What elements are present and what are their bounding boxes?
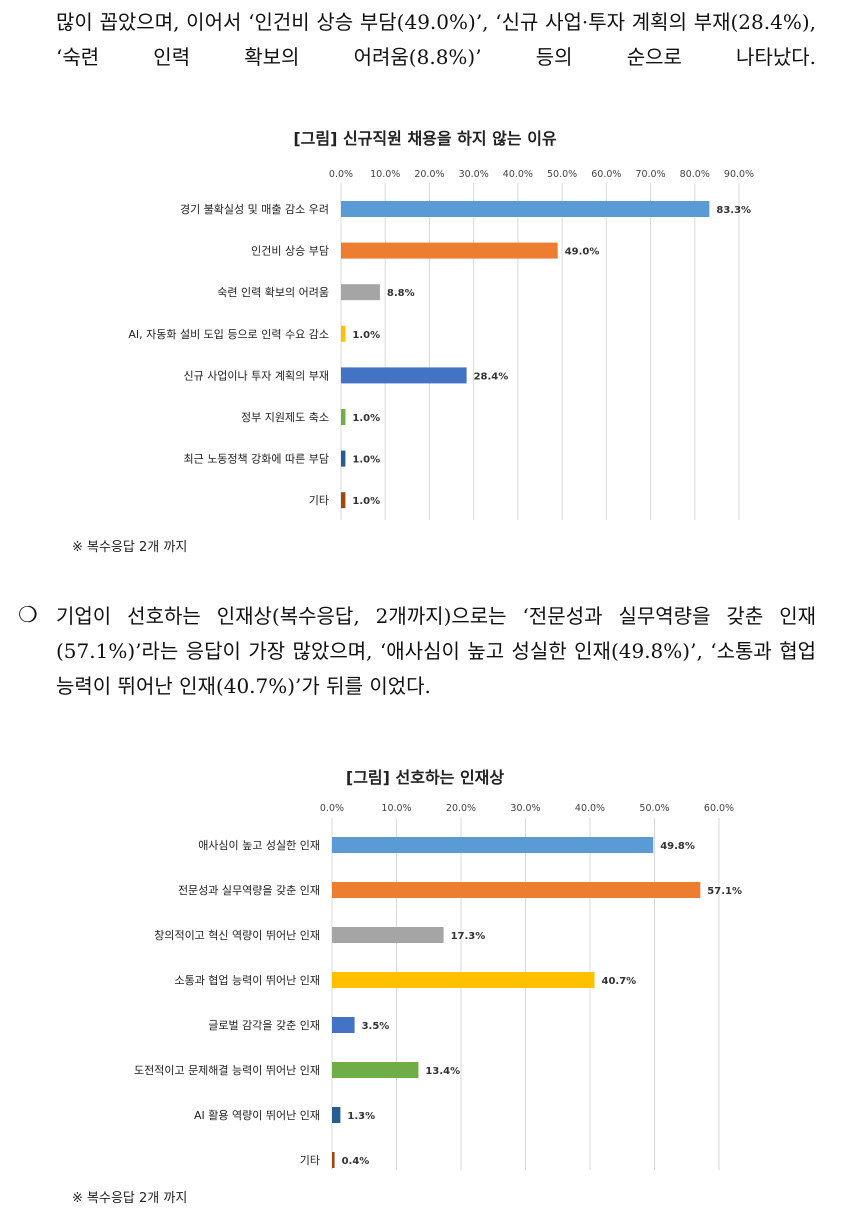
chart-1-category-label: 기타 bbox=[309, 494, 329, 507]
chart-1-note: ※ 복수응답 2개 까지 bbox=[72, 540, 188, 555]
chart-2-tick-label: 60.0% bbox=[704, 803, 734, 814]
chart-2-bar bbox=[332, 1062, 419, 1078]
chart-1-tick-label: 90.0% bbox=[724, 169, 754, 180]
chart-1-tick-label: 50.0% bbox=[547, 169, 577, 180]
chart-2-title: [그림] 선호하는 인재상 bbox=[345, 768, 505, 787]
chart-2-tick-label: 20.0% bbox=[446, 803, 476, 814]
chart-1-value-label: 1.0% bbox=[352, 413, 380, 424]
chart-2-value-label: 40.7% bbox=[602, 976, 637, 987]
chart-2-category-label: 애사심이 높고 성실한 인재 bbox=[198, 839, 320, 852]
chart-1-tick-label: 40.0% bbox=[503, 169, 533, 180]
chart-2-tick-label: 30.0% bbox=[510, 803, 540, 814]
chart-1-tick-label: 20.0% bbox=[414, 169, 444, 180]
chart-2-value-label: 0.4% bbox=[342, 1156, 370, 1167]
paragraph-2: 기업이 선호하는 인재상(복수응답, 2개까지)으로는 ‘전문성과 실무역량을 … bbox=[56, 604, 816, 698]
chart-1-category-label: 경기 불확실성 및 매출 감소 우려 bbox=[180, 203, 329, 216]
chart-2-bar bbox=[332, 1017, 355, 1033]
chart-2-bar bbox=[332, 927, 444, 943]
chart-1-category-label: 신규 사업이나 투자 계획의 부재 bbox=[183, 369, 329, 382]
chart-2-bar bbox=[332, 1107, 341, 1123]
chart-1-value-label: 8.8% bbox=[387, 288, 415, 299]
chart-2-category-label: 기타 bbox=[300, 1154, 320, 1167]
chart-2-category-label: AI 활용 역량이 뛰어난 인재 bbox=[194, 1108, 320, 1122]
chart-1-value-label: 83.3% bbox=[716, 205, 751, 216]
chart-2-bar bbox=[332, 972, 595, 988]
chart-1-value-label: 1.0% bbox=[352, 496, 380, 507]
chart-2-note: ※ 복수응답 2개 까지 bbox=[72, 1191, 188, 1206]
chart-2-value-label: 17.3% bbox=[451, 931, 486, 942]
bullet-icon: ❍ bbox=[18, 603, 38, 628]
chart-1-bar bbox=[341, 492, 346, 509]
chart-1-value-label: 49.0% bbox=[565, 247, 600, 258]
chart-2-bar bbox=[332, 882, 701, 898]
chart-1-plot: 0.0% 10.0% 20.0% 30.0% 40.0% 50.0% 60.0% 70.0% 8… bbox=[128, 169, 754, 520]
chart-2-tick-label: 0.0% bbox=[320, 803, 344, 814]
chart-2-category-label: 전문성과 실무역량을 갖춘 인재 bbox=[178, 884, 320, 897]
chart-2-value-label: 1.3% bbox=[347, 1111, 375, 1122]
chart-1-title: [그림] 신규직원 채용을 하지 않는 이유 bbox=[293, 129, 557, 148]
chart-1-tick-label: 0.0% bbox=[329, 169, 353, 180]
chart-2-tick-label: 10.0% bbox=[381, 803, 411, 814]
chart-2-tick-label: 50.0% bbox=[639, 803, 669, 814]
chart-1-bar bbox=[341, 242, 558, 259]
chart-2-category-label: 소통과 협업 능력이 뛰어난 인재 bbox=[174, 974, 320, 987]
chart-1-bar bbox=[341, 201, 710, 217]
chart-1-bar bbox=[341, 284, 380, 301]
paragraph-1: 많이 꼽았으며, 이어서 ‘인건비 상승 부담(49.0%)’, ‘신규 사업·… bbox=[56, 10, 816, 69]
chart-2-category-label: 도전적이고 문제해결 능력이 뛰어난 인재 bbox=[134, 1063, 320, 1077]
chart-1-value-label: 1.0% bbox=[352, 455, 380, 466]
chart-2-value-label: 57.1% bbox=[707, 886, 742, 897]
chart-1-tick-label: 30.0% bbox=[459, 169, 489, 180]
chart-1-category-label: 숙련 인력 확보의 어려움 bbox=[217, 286, 329, 299]
chart-2-bar bbox=[332, 1152, 335, 1168]
chart-1-bar bbox=[341, 367, 467, 384]
chart-1-bar bbox=[341, 409, 346, 425]
chart-2-category-label: 글로벌 감각을 갖춘 인재 bbox=[208, 1019, 320, 1032]
chart-2-category-label: 창의적이고 혁신 역량이 뛰어난 인재 bbox=[154, 929, 320, 942]
chart-1-tick-label: 60.0% bbox=[591, 169, 621, 180]
chart-2-value-label: 49.8% bbox=[660, 841, 695, 852]
chart-1-category-label: AI, 자동화 설비 도입 등으로 인력 수요 감소 bbox=[128, 328, 329, 341]
chart-1-bar bbox=[341, 450, 346, 467]
chart-1-category-label: 정부 지원제도 축소 bbox=[241, 411, 329, 424]
chart-2-bar bbox=[332, 837, 654, 853]
chart-1-category-label: 최근 노동정책 강화에 따른 부담 bbox=[183, 453, 329, 466]
chart-1-category-label: 인건비 상승 부담 bbox=[251, 245, 329, 258]
chart-2-value-label: 3.5% bbox=[362, 1021, 390, 1032]
chart-2-value-label: 13.4% bbox=[425, 1066, 460, 1077]
chart-2-tick-label: 40.0% bbox=[575, 803, 605, 814]
chart-1-tick-label: 10.0% bbox=[370, 169, 400, 180]
chart-1-value-label: 28.4% bbox=[474, 371, 509, 382]
chart-1-value-label: 1.0% bbox=[352, 330, 380, 341]
chart-1-tick-label: 70.0% bbox=[635, 169, 665, 180]
chart-1-bar bbox=[341, 325, 346, 342]
chart-1-tick-label: 80.0% bbox=[680, 169, 710, 180]
